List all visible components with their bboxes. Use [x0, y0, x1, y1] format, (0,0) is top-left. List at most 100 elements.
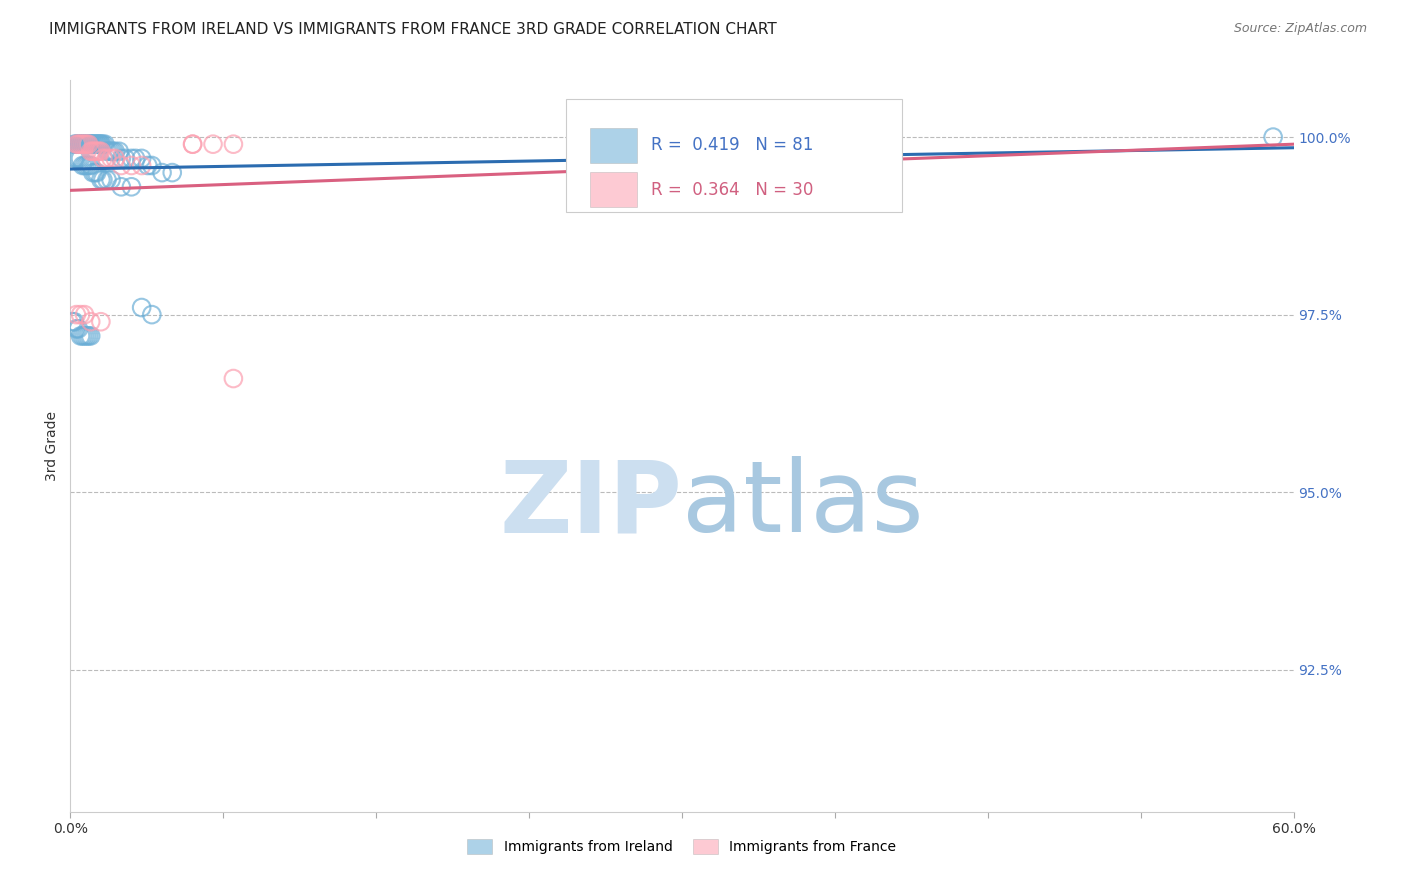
Point: [162, 165, 183, 179]
Point: [114, 152, 136, 166]
Point: [69, 329, 91, 343]
Point: [67, 322, 90, 336]
Point: [72, 137, 94, 152]
Point: [77, 137, 100, 152]
Point: [73, 137, 96, 152]
Point: [79, 145, 103, 159]
Text: R =  0.364   N = 30: R = 0.364 N = 30: [651, 181, 814, 199]
Point: [72, 329, 94, 343]
Point: [63, 315, 86, 329]
Point: [69, 137, 91, 152]
FancyBboxPatch shape: [591, 128, 637, 163]
Point: [1261, 130, 1284, 145]
Point: [79, 315, 103, 329]
Point: [83, 137, 105, 152]
Point: [67, 152, 90, 166]
Point: [108, 145, 131, 159]
Point: [67, 137, 90, 152]
Point: [69, 137, 91, 152]
Point: [72, 137, 94, 152]
Point: [76, 137, 98, 152]
Point: [86, 137, 108, 152]
Point: [90, 172, 112, 186]
Point: [69, 152, 91, 166]
Point: [181, 137, 204, 152]
Point: [65, 308, 87, 322]
Point: [72, 137, 94, 152]
Point: [73, 159, 96, 173]
Point: [67, 137, 90, 152]
Legend: Immigrants from Ireland, Immigrants from France: Immigrants from Ireland, Immigrants from…: [463, 834, 901, 860]
Point: [110, 152, 132, 166]
Point: [79, 137, 103, 152]
Point: [86, 165, 108, 179]
Point: [104, 152, 127, 166]
Point: [73, 308, 96, 322]
Point: [82, 137, 104, 152]
Point: [86, 145, 108, 159]
Point: [100, 145, 122, 159]
Point: [121, 152, 143, 166]
Point: [69, 308, 91, 322]
Point: [76, 159, 98, 173]
Point: [67, 137, 90, 152]
Point: [72, 137, 94, 152]
Point: [91, 172, 114, 186]
Y-axis label: 3rd Grade: 3rd Grade: [45, 411, 59, 481]
Point: [87, 137, 110, 152]
FancyBboxPatch shape: [565, 99, 903, 212]
Point: [76, 137, 98, 152]
Point: [82, 137, 104, 152]
Point: [222, 371, 245, 385]
Point: [121, 179, 143, 194]
Point: [91, 137, 114, 152]
Point: [150, 165, 173, 179]
Point: [82, 145, 104, 159]
Text: R =  0.419   N = 81: R = 0.419 N = 81: [651, 136, 814, 154]
Point: [90, 315, 112, 329]
Point: [83, 165, 105, 179]
Point: [79, 159, 103, 173]
Point: [73, 329, 96, 343]
Point: [69, 137, 91, 152]
Point: [60, 315, 83, 329]
Point: [96, 152, 118, 166]
Point: [73, 137, 96, 152]
Point: [98, 145, 121, 159]
Point: [86, 137, 108, 152]
Point: [73, 137, 96, 152]
Point: [96, 145, 118, 159]
Point: [73, 137, 96, 152]
Point: [79, 329, 103, 343]
Point: [141, 308, 163, 322]
Point: [67, 137, 90, 152]
FancyBboxPatch shape: [591, 172, 637, 207]
Point: [65, 322, 87, 336]
Text: atlas: atlas: [682, 456, 924, 553]
Point: [83, 137, 105, 152]
Point: [76, 137, 98, 152]
Point: [91, 152, 114, 166]
Point: [77, 137, 100, 152]
Point: [110, 159, 132, 173]
Point: [131, 159, 153, 173]
Point: [94, 137, 117, 152]
Point: [110, 179, 132, 194]
Point: [90, 137, 112, 152]
Point: [76, 329, 98, 343]
Point: [96, 172, 118, 186]
Point: [77, 137, 100, 152]
Point: [65, 152, 87, 166]
Point: [90, 137, 112, 152]
Point: [87, 137, 110, 152]
Point: [141, 159, 163, 173]
Point: [79, 137, 103, 152]
Point: [100, 172, 122, 186]
Text: Source: ZipAtlas.com: Source: ZipAtlas.com: [1233, 22, 1367, 36]
Point: [79, 137, 103, 152]
Point: [100, 152, 122, 166]
Point: [124, 152, 146, 166]
Point: [72, 159, 94, 173]
Point: [101, 145, 124, 159]
Point: [181, 137, 204, 152]
